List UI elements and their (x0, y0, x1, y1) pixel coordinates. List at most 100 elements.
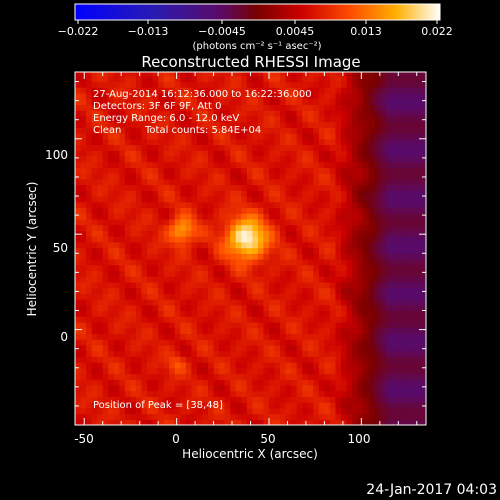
heatmap-cell (357, 419, 364, 425)
heatmap-cell (152, 218, 159, 226)
heatmap-cell (341, 196, 348, 203)
heatmap-cell (318, 247, 325, 254)
heatmap-cell (113, 72, 120, 77)
heatmap-cell (379, 264, 386, 272)
heatmap-cell (418, 247, 425, 254)
heatmap-cell (357, 173, 364, 180)
heatmap-cell (396, 384, 403, 392)
heatmap-cell (280, 98, 287, 106)
heatmap-cell (235, 367, 242, 375)
heatmap-cell (291, 310, 298, 317)
heatmap-cell (147, 350, 154, 357)
heatmap-cell (268, 304, 276, 312)
heatmap-cell (352, 127, 359, 134)
heatmap-cell (352, 201, 359, 209)
heatmap-cell (396, 316, 403, 323)
heatmap-cell (396, 281, 403, 289)
heatmap-cell (291, 264, 298, 272)
heatmap-cell (307, 264, 314, 272)
heatmap-cell (285, 379, 292, 386)
heatmap-cell (191, 241, 198, 249)
heatmap-cell (141, 201, 148, 209)
heatmap-cell (246, 224, 253, 231)
heatmap-cell (296, 121, 303, 128)
heatmap-cell (268, 75, 276, 83)
heatmap-cell (335, 144, 342, 151)
heatmap-cell (202, 356, 209, 363)
heatmap-cell (213, 356, 220, 363)
heatmap-cell (357, 144, 364, 151)
heatmap-cell (169, 81, 176, 88)
heatmap-cell (75, 98, 82, 106)
heatmap-cell (346, 92, 353, 100)
heatmap-cell (257, 224, 265, 231)
heatmap-cell (241, 293, 248, 300)
heatmap-cell (246, 115, 253, 123)
heatmap-cell (91, 218, 98, 226)
heatmap-cell (102, 402, 109, 409)
heatmap-cell (274, 178, 281, 186)
heatmap-cell (413, 87, 420, 94)
heatmap-cell (141, 167, 148, 174)
heatmap-cell (263, 110, 270, 117)
heatmap-cell (396, 196, 403, 203)
heatmap-cell (75, 299, 82, 306)
heatmap-cell (191, 299, 198, 306)
heatmap-cell (80, 138, 87, 146)
heatmap-cell (418, 327, 425, 335)
heatmap-cell (407, 264, 414, 272)
heatmap-cell (102, 333, 109, 340)
heatmap-cell (185, 384, 192, 392)
heatmap-cell (424, 270, 426, 277)
heatmap-cell (86, 178, 93, 186)
heatmap-cell (329, 390, 337, 397)
heatmap-cell (379, 373, 386, 380)
heatmap-cell (307, 104, 314, 111)
heatmap-cell (86, 236, 93, 243)
heatmap-cell (230, 379, 237, 386)
heatmap-cell (390, 173, 398, 180)
heatmap-cell (102, 339, 109, 346)
heatmap-cell (147, 270, 154, 277)
heatmap-cell (363, 144, 370, 151)
heatmap-cell (152, 299, 159, 306)
heatmap-cell (424, 287, 426, 294)
heatmap-cell (379, 133, 386, 140)
heatmap-cell (252, 138, 259, 146)
heatmap-cell (135, 161, 143, 168)
heatmap-cell (263, 173, 270, 180)
heatmap-cell (418, 72, 425, 77)
heatmap-cell (296, 184, 303, 191)
heatmap-cell (224, 75, 231, 83)
heatmap-cell (174, 310, 181, 317)
heatmap-cell (158, 218, 165, 226)
heatmap-cell (124, 321, 132, 329)
heatmap-cell (147, 373, 154, 380)
heatmap-cell (135, 350, 143, 357)
heatmap-cell (230, 310, 237, 317)
heatmap-cell (313, 236, 320, 243)
heatmap-cell (119, 384, 126, 392)
heatmap-cell (208, 310, 215, 317)
heatmap-cell (124, 155, 132, 163)
heatmap-cell (163, 72, 170, 77)
heatmap-cell (418, 281, 425, 289)
heatmap-cell (135, 184, 143, 191)
heatmap-cell (80, 213, 87, 220)
heatmap-cell (307, 367, 314, 375)
heatmap-cell (385, 310, 392, 317)
heatmap-cell (191, 390, 198, 397)
heatmap-cell (224, 173, 231, 180)
heatmap-cell (302, 110, 309, 117)
heatmap-cell (185, 207, 192, 214)
heatmap-cell (196, 218, 204, 226)
heatmap-cell (413, 339, 420, 346)
heatmap-cell (374, 419, 381, 425)
heatmap-cell (407, 293, 414, 300)
heatmap-cell (379, 173, 386, 180)
heatmap-cell (280, 264, 287, 272)
heatmap-cell (208, 92, 215, 100)
heatmap-cell (291, 327, 298, 335)
heatmap-cell (75, 327, 82, 335)
heatmap-cell (263, 344, 270, 352)
